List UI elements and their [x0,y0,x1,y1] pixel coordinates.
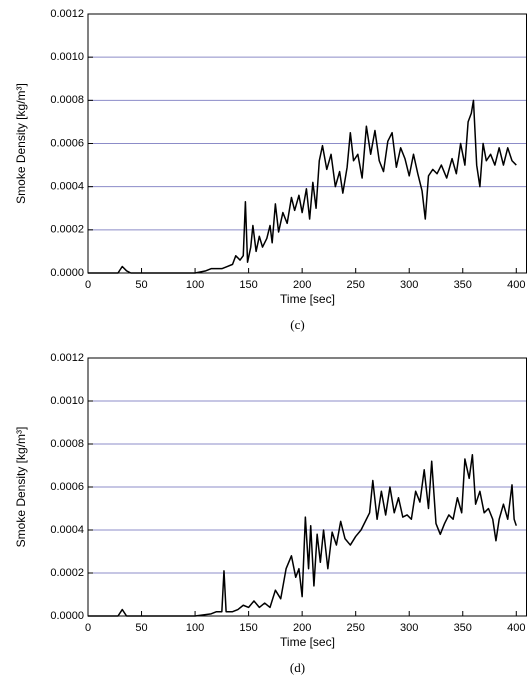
caption: (c) [290,317,304,332]
x-tick-label: 50 [135,622,147,634]
plot-frame [87,13,527,274]
x-axis-label: Time [sec] [280,635,335,649]
y-tick-label: 0.0004 [50,524,84,536]
x-tick-label: 400 [507,622,525,634]
x-tick-label: 350 [454,279,472,291]
y-tick-label: 0.0006 [50,481,84,493]
x-tick-label: 400 [507,279,525,291]
x-tick-label: 100 [186,279,204,291]
x-tick-label: 0 [85,279,91,291]
x-tick-label: 350 [454,622,472,634]
x-tick-label: 300 [400,279,418,291]
y-tick-label: 0.0004 [50,181,84,193]
x-tick-label: 250 [347,279,365,291]
x-tick-label: 200 [293,279,311,291]
x-tick-label: 200 [293,622,311,634]
y-tick-label: 0.0006 [50,137,84,149]
y-tick-label: 0.0010 [50,395,84,407]
y-tick-label: 0.0002 [50,224,84,236]
x-tick-label: 150 [239,622,257,634]
y-tick-label: 0.0008 [50,94,84,106]
y-tick-label: 0.0000 [50,267,84,279]
x-tick-label: 0 [85,622,91,634]
y-tick-label: 0.0008 [50,438,84,450]
x-tick-label: 250 [347,622,365,634]
y-tick-label: 0.0010 [50,51,84,63]
x-tick-label: 100 [186,622,204,634]
y-tick-label: 0.0012 [50,8,84,20]
y-tick-label: 0.0012 [50,352,84,364]
x-tick-label: 150 [239,279,257,291]
data-line [88,99,517,274]
x-axis-label: Time [sec] [280,292,335,306]
data-line [88,454,518,617]
caption: (d) [290,660,305,675]
y-axis-label: Smoke Density [kg/m³] [14,427,28,548]
plot-frame [87,357,527,617]
y-tick-label: 0.0000 [50,610,84,622]
x-tick-label: 300 [400,622,418,634]
x-tick-label: 50 [135,279,147,291]
y-tick-label: 0.0002 [50,567,84,579]
y-axis-label: Smoke Density [kg/m³] [14,83,28,204]
